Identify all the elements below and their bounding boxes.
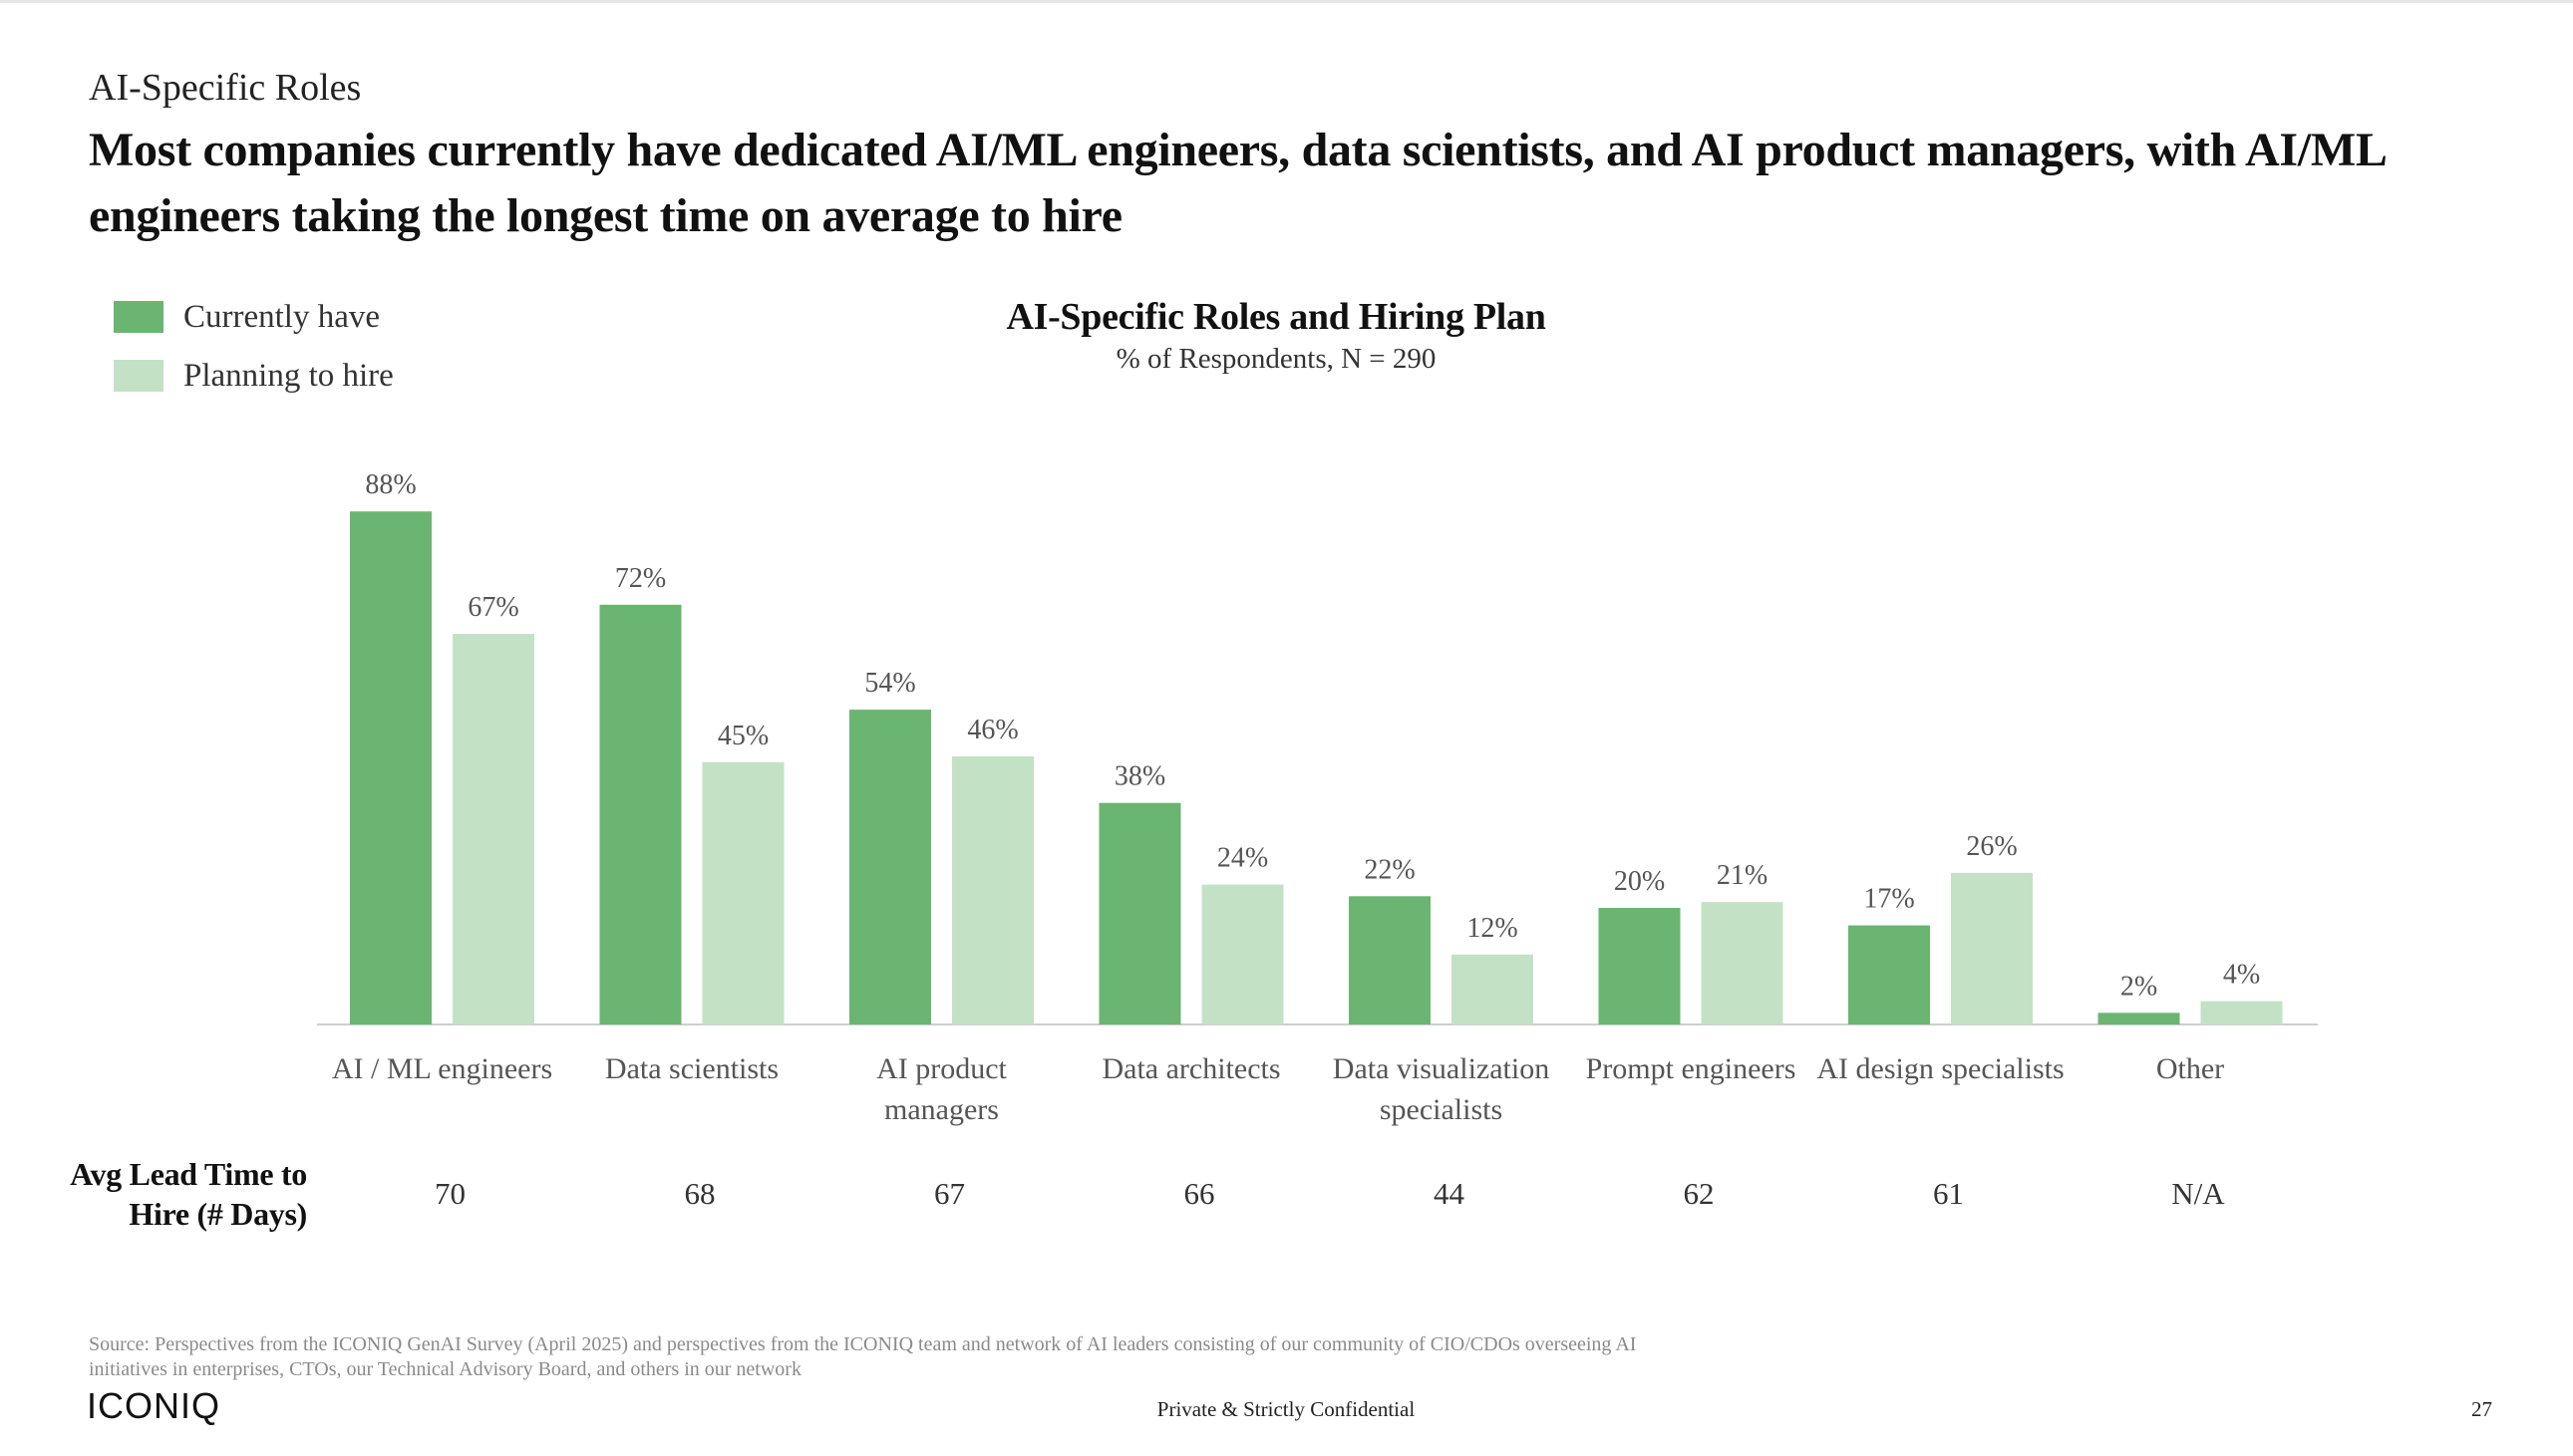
data-label: 24% bbox=[1217, 843, 1268, 874]
bar-currently-have bbox=[1349, 896, 1431, 1024]
category-label: Data architects bbox=[1102, 1052, 1280, 1085]
section-eyebrow: AI-Specific Roles bbox=[89, 67, 362, 109]
data-label: 4% bbox=[2223, 960, 2260, 991]
source-note: Source: Perspectives from the ICONIQ Gen… bbox=[89, 1333, 1637, 1380]
confidential-notice: Private & Strictly Confidential bbox=[1156, 1397, 1416, 1421]
lead-time-value: 62 bbox=[1684, 1176, 1715, 1211]
lead-time-value: 66 bbox=[1184, 1176, 1215, 1211]
legend-item-currently-have: Currently have bbox=[114, 297, 394, 337]
data-label: 67% bbox=[468, 592, 518, 623]
bar-currently-have bbox=[1598, 908, 1681, 1024]
bar-currently-have bbox=[1099, 802, 1181, 1024]
data-label: 21% bbox=[1717, 860, 1768, 891]
data-label: 20% bbox=[1614, 866, 1665, 897]
category-label: AI design specialists bbox=[1816, 1052, 2064, 1085]
bar-currently-have bbox=[350, 511, 432, 1024]
bar-planning-to-hire bbox=[2200, 1001, 2283, 1024]
legend-item-planning-to-hire: Planning to hire bbox=[114, 356, 394, 396]
lead-time-value: 70 bbox=[435, 1176, 466, 1211]
bar-currently-have bbox=[1848, 925, 1930, 1024]
category-label: Prompt engineers bbox=[1586, 1052, 1796, 1085]
bar-currently-have bbox=[849, 710, 931, 1024]
bar-planning-to-hire bbox=[1951, 872, 2033, 1024]
top-rule bbox=[0, 0, 2573, 3]
lead-time-value: 61 bbox=[1933, 1176, 1964, 1211]
data-label: 54% bbox=[864, 668, 915, 699]
bar-currently-have bbox=[2097, 1013, 2180, 1024]
data-label: 26% bbox=[1966, 831, 2017, 862]
lead-time-label-line: Avg Lead Time to bbox=[70, 1156, 307, 1192]
category-label: AI product bbox=[876, 1052, 1007, 1085]
lead-time-value: 67 bbox=[934, 1176, 965, 1211]
bar-currently-have bbox=[599, 604, 682, 1024]
category-label: AI / ML engineers bbox=[332, 1052, 552, 1085]
category-label: Other bbox=[2156, 1052, 2224, 1085]
data-label: 2% bbox=[2120, 971, 2157, 1002]
data-label: 88% bbox=[365, 469, 416, 500]
category-label: managers bbox=[884, 1093, 999, 1126]
iconiq-logo: ICONIQ bbox=[87, 1385, 221, 1426]
data-label: 17% bbox=[1863, 884, 1914, 915]
bar-planning-to-hire bbox=[702, 761, 785, 1024]
data-label: 45% bbox=[718, 721, 769, 751]
page-headline: Most companies currently have dedicated … bbox=[89, 124, 2385, 242]
category-label: Data scientists bbox=[605, 1052, 779, 1085]
data-label: 72% bbox=[615, 563, 666, 594]
data-label: 38% bbox=[1115, 761, 1165, 792]
bar-planning-to-hire bbox=[1701, 902, 1783, 1024]
chart-title: AI-Specific Roles and Hiring Plan bbox=[1006, 296, 1546, 338]
category-label: Data visualization bbox=[1333, 1052, 1549, 1085]
lead-time-label-line: Hire (# Days) bbox=[129, 1196, 307, 1232]
data-label: 12% bbox=[1466, 913, 1517, 944]
bar-planning-to-hire bbox=[1201, 884, 1284, 1024]
lead-time-label: Avg Lead Time to Hire (# Days) bbox=[40, 1154, 307, 1234]
category-label: specialists bbox=[1380, 1093, 1502, 1126]
bar-planning-to-hire bbox=[952, 755, 1034, 1024]
page-number: 27 bbox=[2471, 1397, 2492, 1421]
lead-time-value: N/A bbox=[2171, 1176, 2225, 1211]
chart-legend: Currently have Planning to hire bbox=[114, 297, 394, 415]
data-label: 46% bbox=[967, 715, 1018, 745]
legend-swatch-planning-to-hire bbox=[114, 360, 163, 392]
bar-planning-to-hire bbox=[1451, 954, 1533, 1024]
legend-label: Currently have bbox=[183, 298, 381, 335]
chart-subtitle: % of Respondents, N = 290 bbox=[1116, 343, 1437, 375]
lead-time-value: 44 bbox=[1434, 1176, 1465, 1211]
data-label: 22% bbox=[1364, 854, 1415, 885]
lead-time-value: 68 bbox=[685, 1176, 716, 1211]
legend-label: Planning to hire bbox=[183, 357, 394, 394]
bar-planning-to-hire bbox=[453, 634, 534, 1024]
legend-swatch-currently-have bbox=[114, 301, 163, 333]
